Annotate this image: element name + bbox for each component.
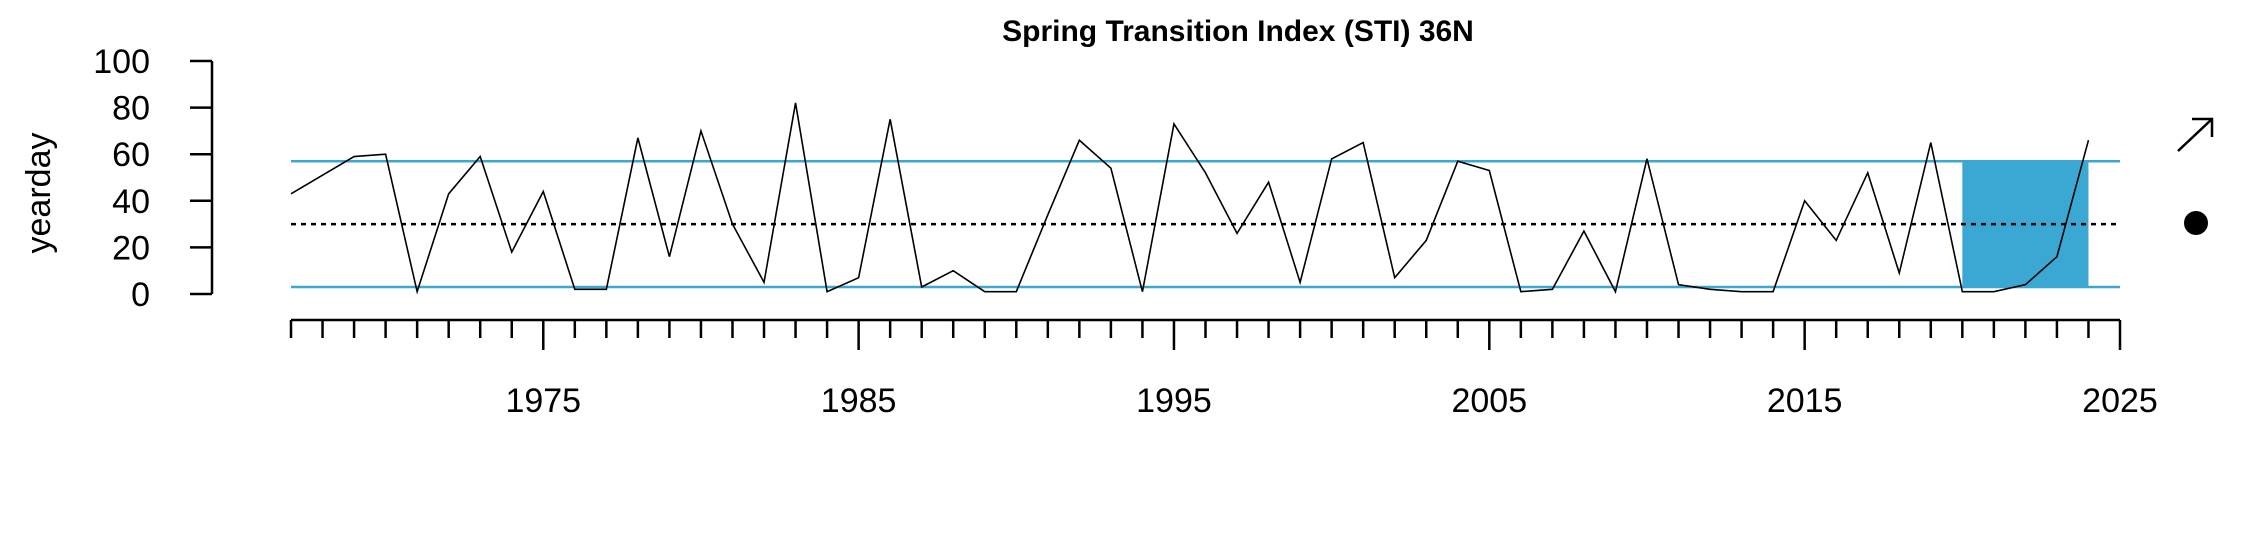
x-tick-label: 1975 <box>505 382 581 420</box>
dot-icon <box>2184 211 2208 235</box>
y-axis: 0 20 40 60 80 100 <box>93 43 214 314</box>
x-tick-label: 2005 <box>1451 382 1527 420</box>
chart-title: Spring Transition Index (STI) 36N <box>1002 15 1474 48</box>
y-tick-label: 20 <box>112 229 150 267</box>
y-tick-label: 80 <box>112 90 150 128</box>
y-tick-label: 100 <box>93 43 150 81</box>
series-line <box>290 102 2090 295</box>
arrow-up-right-icon <box>2177 117 2214 152</box>
x-tick-label: 2025 <box>2082 382 2158 420</box>
data-points <box>289 101 2090 294</box>
x-axis: 1975 1985 1995 2005 2015 2025 <box>289 318 2158 420</box>
y-tick-label: 60 <box>112 136 150 174</box>
y-tick-label: 0 <box>131 276 150 314</box>
y-axis-label: yearday <box>20 133 58 254</box>
x-tick-label: 1995 <box>1136 382 1212 420</box>
y-tick-label: 40 <box>112 183 150 221</box>
x-tick-label: 1985 <box>821 382 897 420</box>
x-tick-label: 2015 <box>1767 382 1843 420</box>
